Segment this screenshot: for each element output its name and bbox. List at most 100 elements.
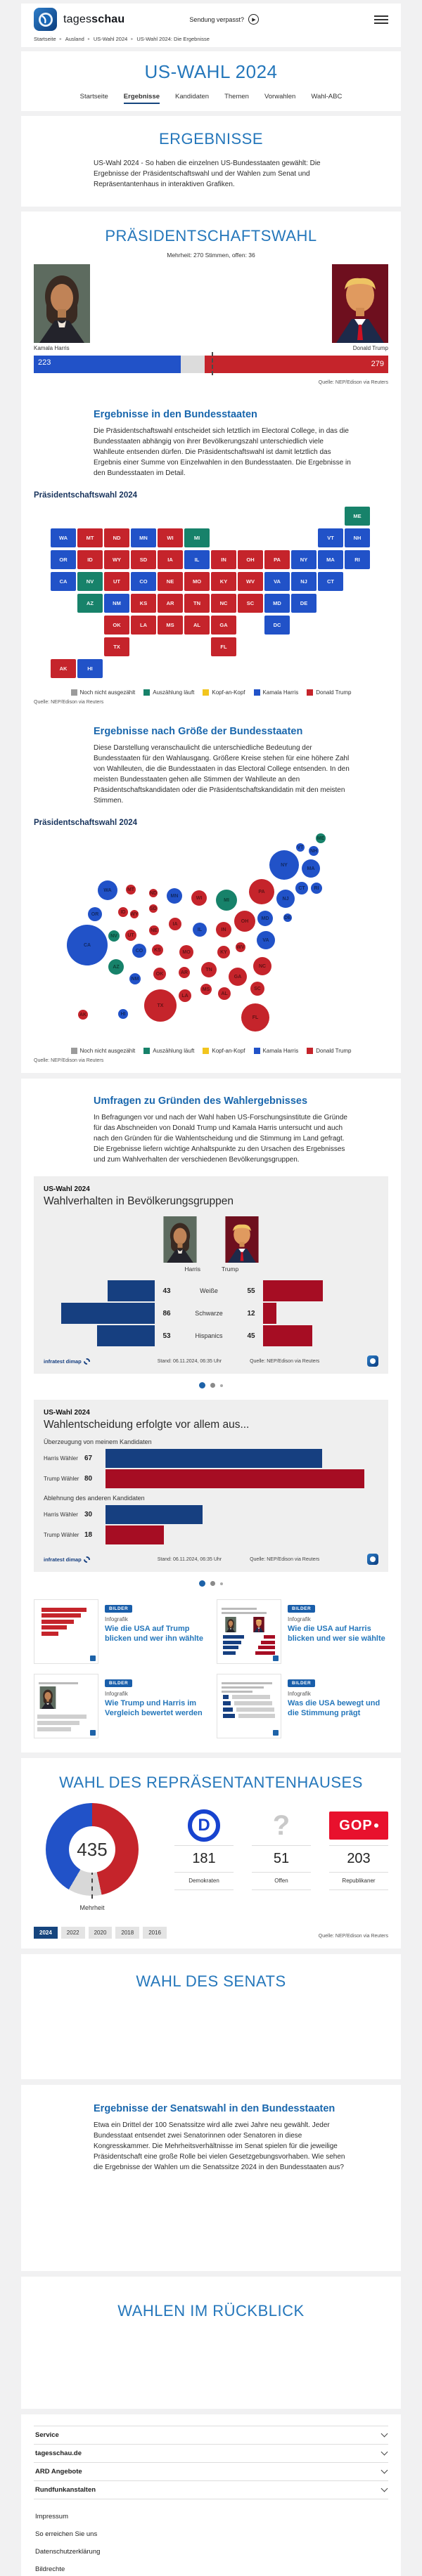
state-bubble-ME[interactable]: ME	[316, 833, 326, 843]
state-SC[interactable]: SC	[238, 594, 263, 613]
teaser-title[interactable]: Wie Trump und Harris im Vergleich bewert…	[105, 1699, 203, 1718]
state-KY[interactable]: KY	[211, 572, 236, 591]
state-TX[interactable]: TX	[104, 637, 129, 656]
state-ID[interactable]: ID	[77, 550, 103, 569]
teaser-title[interactable]: Was die USA bewegt und die Stimmung präg…	[288, 1699, 381, 1718]
teaser-title[interactable]: Wie die USA auf Harris blicken und wer s…	[288, 1625, 385, 1644]
state-MD[interactable]: MD	[264, 594, 290, 613]
state-bubble-MO[interactable]: MO	[179, 945, 193, 959]
state-KS[interactable]: KS	[131, 594, 156, 613]
tab-ergebnisse[interactable]: Ergebnisse	[123, 93, 160, 104]
state-bubble-NY[interactable]: NY	[269, 850, 299, 880]
breadcrumb-link[interactable]: Startseite	[34, 36, 56, 42]
state-OR[interactable]: OR	[51, 550, 76, 569]
state-ND[interactable]: ND	[104, 528, 129, 547]
teaser-title[interactable]: Wie die USA auf Trump blicken und wer ih…	[105, 1625, 203, 1644]
state-DC[interactable]: DC	[264, 616, 290, 635]
state-TN[interactable]: TN	[184, 594, 210, 613]
teaser-card-2[interactable]: BILDER Infografik Wie die USA auf Harris b…	[217, 1599, 388, 1664]
state-DE[interactable]: DE	[291, 594, 316, 613]
state-NJ[interactable]: NJ	[291, 572, 316, 591]
state-bubble-AZ[interactable]: AZ	[108, 959, 124, 975]
state-bubble-TN[interactable]: TN	[201, 962, 217, 977]
state-bubble-MT[interactable]: MT	[126, 885, 136, 895]
state-MA[interactable]: MA	[318, 550, 343, 569]
state-bubble-DE[interactable]: DE	[283, 913, 292, 922]
teaser-thumbnail[interactable]	[34, 1674, 98, 1738]
state-bubble-NM[interactable]: NM	[129, 973, 141, 984]
state-bubble-WY[interactable]: WY	[130, 910, 139, 918]
teaser-card-1[interactable]: BILDER Infografik Wie die USA auf Trump bl…	[34, 1599, 205, 1664]
state-bubble-RI[interactable]: RI	[311, 883, 322, 894]
state-bubble-ND[interactable]: ND	[149, 889, 158, 897]
carousel-dot-2[interactable]	[210, 1383, 215, 1388]
state-MN[interactable]: MN	[131, 528, 156, 547]
year-button-2016[interactable]: 2016	[143, 1927, 167, 1939]
state-bubble-LA[interactable]: LA	[179, 989, 191, 1002]
state-OK[interactable]: OK	[104, 616, 129, 635]
state-bubble-AK[interactable]: AK	[78, 1010, 88, 1020]
teaser-card-3[interactable]: BILDER Infografik Wie Trump und Harris im …	[34, 1674, 205, 1738]
state-bubble-OK[interactable]: OK	[153, 968, 166, 980]
state-bubble-NV[interactable]: NV	[108, 930, 120, 942]
state-bubble-OR[interactable]: OR	[88, 907, 102, 921]
state-bubble-KS[interactable]: KS	[152, 944, 163, 956]
state-WY[interactable]: WY	[104, 550, 129, 569]
state-OH[interactable]: OH	[238, 550, 263, 569]
tab-wahl-abc[interactable]: Wahl-ABC	[311, 93, 343, 100]
state-bubble-CO[interactable]: CO	[132, 944, 146, 958]
state-NC[interactable]: NC	[211, 594, 236, 613]
breadcrumb-link[interactable]: Ausland	[65, 36, 84, 42]
state-bubble-IA[interactable]: IA	[169, 918, 181, 930]
state-bubble-GA[interactable]: GA	[229, 968, 247, 986]
state-MO[interactable]: MO	[184, 572, 210, 591]
state-bubble-SC[interactable]: SC	[250, 982, 264, 996]
state-VA[interactable]: VA	[264, 572, 290, 591]
breadcrumb-link[interactable]: US-Wahl 2024	[93, 36, 128, 42]
state-bubble-MI[interactable]: MI	[216, 890, 237, 911]
state-CO[interactable]: CO	[131, 572, 156, 591]
state-MI[interactable]: MI	[184, 528, 210, 547]
footer-accordion-row[interactable]: tagesschau.de	[34, 2444, 388, 2462]
state-HI[interactable]: HI	[77, 659, 103, 678]
state-bubble-ID[interactable]: ID	[118, 907, 128, 917]
state-bubble-AR[interactable]: AR	[179, 967, 190, 978]
footer-link[interactable]: Datenschutzerklärung	[35, 2548, 101, 2556]
state-NE[interactable]: NE	[158, 572, 183, 591]
state-bubble-KY[interactable]: KY	[217, 946, 230, 958]
state-NY[interactable]: NY	[291, 550, 316, 569]
teaser-thumbnail[interactable]	[34, 1599, 98, 1664]
state-AL[interactable]: AL	[184, 616, 210, 635]
footer-accordion-row[interactable]: Service	[34, 2426, 388, 2444]
state-bubble-HI[interactable]: HI	[118, 1009, 128, 1019]
state-bubble-IL[interactable]: IL	[193, 923, 207, 937]
footer-accordion-row[interactable]: ARD Angebote	[34, 2462, 388, 2480]
state-GA[interactable]: GA	[211, 616, 236, 635]
brand-text[interactable]: tagesschau	[63, 13, 125, 25]
tab-themen[interactable]: Themen	[224, 93, 249, 100]
state-SD[interactable]: SD	[131, 550, 156, 569]
state-LA[interactable]: LA	[131, 616, 156, 635]
state-bubble-WA[interactable]: WA	[98, 880, 117, 900]
state-IA[interactable]: IA	[158, 550, 183, 569]
state-bubble-MD[interactable]: MD	[257, 911, 273, 926]
teaser-thumbnail[interactable]	[217, 1674, 281, 1738]
state-bubble-CA[interactable]: CA	[67, 925, 108, 965]
footer-link[interactable]: Impressum	[35, 2513, 68, 2520]
state-bubble-MS[interactable]: MS	[200, 984, 212, 995]
state-bubble-TX[interactable]: TX	[144, 989, 177, 1022]
state-CA[interactable]: CA	[51, 572, 76, 591]
footer-accordion-row[interactable]: Rundfunkanstalten	[34, 2480, 388, 2499]
year-button-2024[interactable]: 2024	[34, 1927, 58, 1939]
state-VT[interactable]: VT	[318, 528, 343, 547]
teaser-card-4[interactable]: BILDER Infografik Was die USA bewegt und d…	[217, 1674, 388, 1738]
state-bubble-UT[interactable]: UT	[125, 930, 136, 941]
state-NH[interactable]: NH	[345, 528, 370, 547]
state-bubble-NE[interactable]: NE	[149, 925, 159, 935]
state-ME[interactable]: ME	[345, 507, 370, 526]
carousel-dot-1[interactable]	[199, 1580, 205, 1587]
state-bubble-OH[interactable]: OH	[234, 911, 255, 932]
state-CT[interactable]: CT	[318, 572, 343, 591]
state-MT[interactable]: MT	[77, 528, 103, 547]
state-bubble-FL[interactable]: FL	[241, 1003, 269, 1032]
